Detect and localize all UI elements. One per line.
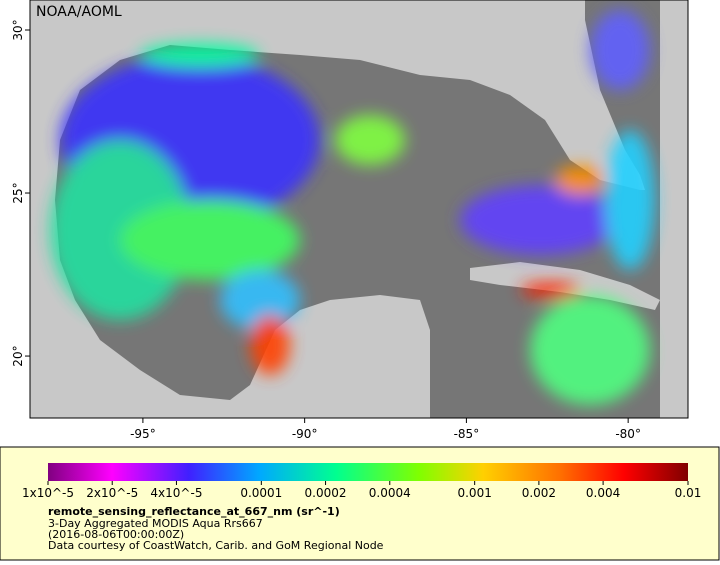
colorbar-tick-label: 0.001 [457, 486, 491, 500]
colorbar-title: remote_sensing_reflectance_at_667_nm (sr… [48, 505, 340, 518]
x-tick-label: -80° [615, 427, 641, 441]
colorbar-tick-label: 0.0004 [369, 486, 411, 500]
caption-line: 3-Day Aggregated MODIS Aqua Rrs667 [48, 517, 263, 530]
map-label: NOAA/AOML [36, 4, 122, 20]
colorbar-tick-label: 0.01 [675, 486, 702, 500]
land [30, 0, 645, 418]
caption-line: Data courtesy of CoastWatch, Carib. and … [48, 539, 384, 552]
land [660, 0, 688, 418]
x-tick-label: -85° [454, 427, 480, 441]
y-tick-label: 30° [11, 19, 25, 40]
map-axes: -95° -90° -85° -80° 20° 25° 30° [11, 19, 641, 441]
colorbar-tick-label: 1x10^-5 [22, 486, 74, 500]
caption-line: (2016-08-06T00:00:00Z) [48, 528, 184, 541]
colorbar [48, 463, 688, 481]
colorbar-tick-label: 0.004 [586, 486, 620, 500]
colorbar-tick-label: 0.0001 [240, 486, 282, 500]
x-tick-label: -95° [130, 427, 156, 441]
colorbar-tick-label: 0.002 [522, 486, 556, 500]
reflectance-data [50, 10, 655, 405]
map-frame [29, 0, 689, 419]
map [30, 0, 688, 418]
y-tick-label: 20° [11, 345, 25, 366]
colorbar-tick-label: 2x10^-5 [86, 486, 138, 500]
x-tick-label: -90° [292, 427, 318, 441]
colorbar-tick-label: 4x10^-5 [150, 486, 202, 500]
colorbar-ticks: 1x10^-5 2x10^-5 4x10^-5 0.0001 0.0002 0.0004 0… [22, 481, 701, 500]
colorbar-tick-label: 0.0002 [305, 486, 347, 500]
y-tick-label: 25° [11, 182, 25, 203]
